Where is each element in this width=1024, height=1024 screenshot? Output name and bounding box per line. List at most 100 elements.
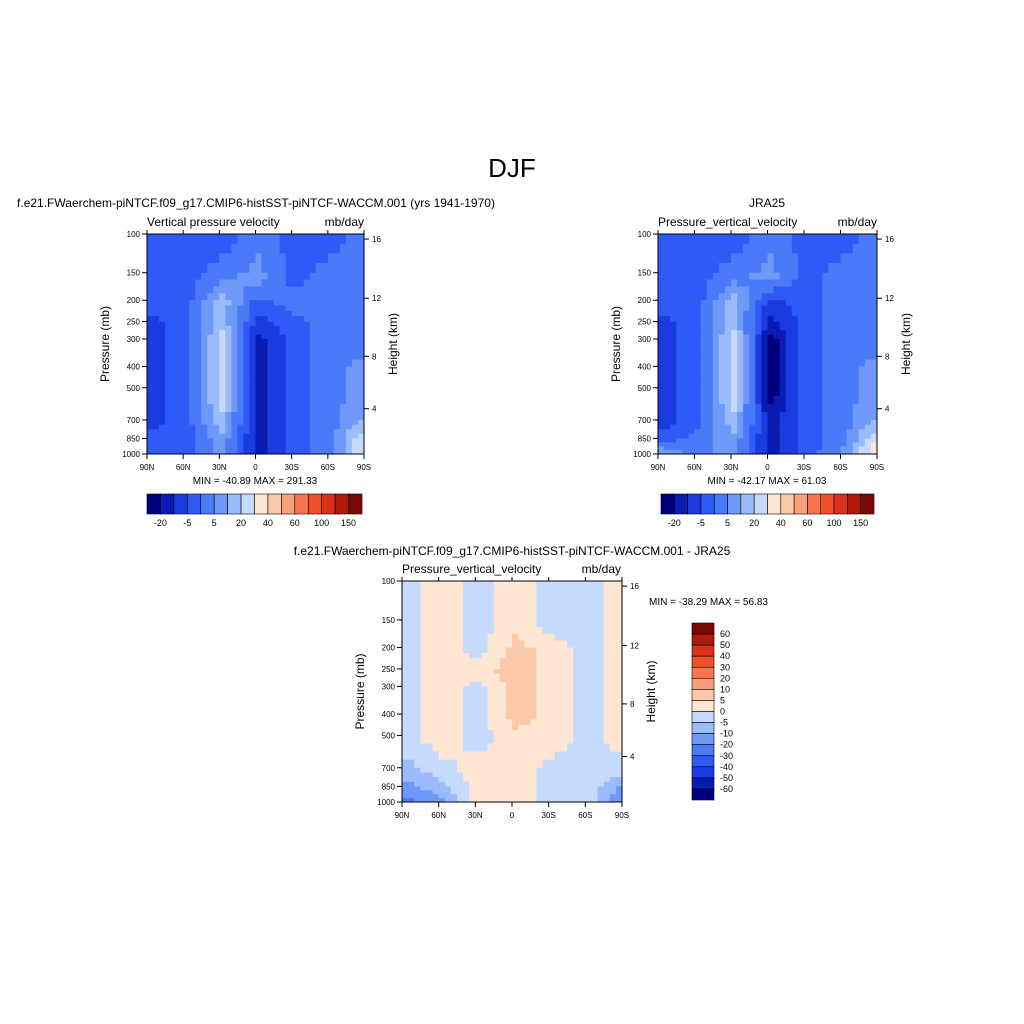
diff-contour-cell bbox=[615, 700, 623, 708]
diff-contour-cell bbox=[481, 714, 488, 720]
obs-contour-cell bbox=[816, 382, 823, 389]
diff-contour-cell bbox=[560, 772, 568, 778]
model-contour-cell bbox=[189, 310, 196, 317]
model-contour-cell bbox=[207, 234, 214, 245]
diff-contour-cell bbox=[463, 794, 470, 799]
obs-contour-cell bbox=[700, 345, 708, 354]
model-contour-cell bbox=[261, 253, 268, 264]
model-contour-cell bbox=[357, 300, 365, 306]
model-contour-cell bbox=[213, 433, 220, 439]
model-contour-cell bbox=[351, 330, 359, 336]
obs-contour-cell bbox=[810, 450, 817, 455]
model-contour-cell bbox=[339, 424, 347, 430]
obs-contour-cell bbox=[834, 438, 841, 443]
model-contour-cell bbox=[231, 345, 238, 354]
model-contour-cell bbox=[255, 334, 262, 340]
diff-contour-cell bbox=[444, 581, 452, 592]
obs-contour-cell bbox=[773, 438, 781, 443]
model-contour-cell bbox=[333, 371, 341, 378]
diff-contour-cell bbox=[481, 786, 488, 791]
obs-contour-cell bbox=[670, 325, 677, 331]
diff-contour-cell bbox=[615, 600, 623, 611]
diff-contour-cell bbox=[542, 707, 550, 715]
obs-contour-cell bbox=[688, 352, 695, 360]
diff-contour-cell bbox=[463, 735, 470, 744]
model-contour-cell bbox=[189, 338, 196, 347]
obs-contour-cell bbox=[664, 433, 671, 439]
obs-contour-cell bbox=[682, 403, 689, 413]
diff-contour-cell bbox=[481, 767, 488, 773]
obs-y-axis-label: Pressure (mb) bbox=[609, 306, 623, 382]
obs-contour-cell bbox=[682, 450, 689, 455]
diff-contour-cell bbox=[493, 610, 501, 621]
diff-contour-cell bbox=[469, 677, 476, 683]
obs-contour-cell bbox=[828, 352, 835, 360]
diff-contour-cell bbox=[579, 700, 586, 708]
diff-contour-cell bbox=[542, 610, 550, 621]
diff-y-tick-label: 100 bbox=[382, 577, 396, 586]
obs-colorbar-label: -20 bbox=[668, 518, 681, 528]
model-contour-cell bbox=[279, 263, 287, 274]
obs-contour-cell bbox=[706, 316, 714, 322]
model-contour-cell bbox=[327, 366, 335, 373]
diff-contour-cell bbox=[505, 751, 513, 761]
obs-contour-cell bbox=[797, 395, 805, 405]
diff-contour-cell bbox=[432, 619, 440, 628]
obs-contour-cell bbox=[779, 253, 787, 264]
model-contour-cell bbox=[249, 279, 256, 287]
obs-contour-cell bbox=[724, 279, 732, 287]
obs-contour-cell bbox=[822, 429, 829, 435]
obs-contour-cell bbox=[724, 272, 732, 281]
obs-contour-cell bbox=[816, 286, 823, 294]
obs-contour-cell bbox=[767, 387, 774, 397]
obs-contour-cell bbox=[828, 403, 835, 413]
obs-contour-cell bbox=[688, 411, 695, 421]
model-contour-cell bbox=[297, 442, 305, 447]
model-contour-cell bbox=[315, 338, 323, 347]
diff-contour-cell bbox=[402, 759, 409, 769]
model-contour-cell bbox=[357, 330, 365, 336]
obs-contour-cell bbox=[755, 419, 762, 425]
model-contour-cell bbox=[291, 403, 299, 413]
obs-contour-cell bbox=[852, 359, 860, 367]
obs-contour-cell bbox=[773, 366, 781, 373]
model-contour-cell bbox=[321, 446, 329, 451]
obs-contour-cell bbox=[870, 321, 878, 327]
obs-contour-cell bbox=[682, 263, 689, 274]
obs-contour-cell bbox=[858, 325, 866, 331]
obs-contour-cell bbox=[870, 253, 878, 264]
model-contour-cell bbox=[207, 429, 214, 435]
model-contour-cell bbox=[243, 234, 250, 245]
diff-contour-cell bbox=[499, 719, 507, 726]
diff-contour-cell bbox=[444, 777, 452, 783]
obs-colorbar-swatch bbox=[700, 493, 715, 515]
model-contour-cell bbox=[189, 234, 196, 245]
diff-contour-cell bbox=[603, 700, 611, 708]
model-contour-cell bbox=[351, 316, 359, 322]
diff-contour-cell bbox=[512, 772, 519, 778]
obs-contour-cell bbox=[858, 330, 866, 336]
model-contour-cell bbox=[171, 438, 178, 443]
diff-contour-cell bbox=[567, 610, 574, 621]
obs-contour-cell bbox=[664, 446, 671, 451]
model-contour-cell bbox=[267, 272, 274, 281]
model-contour-cell bbox=[201, 371, 208, 378]
diff-x-tick-label: 60S bbox=[578, 811, 592, 820]
diff-contour-cell bbox=[615, 777, 623, 783]
diff-contour-cell bbox=[438, 767, 446, 773]
model-contour-cell bbox=[273, 411, 281, 421]
obs-contour-cell bbox=[840, 272, 847, 281]
obs-contour-cell bbox=[822, 377, 829, 383]
diff-contour-cell bbox=[499, 600, 507, 611]
model-colorbar-swatch bbox=[240, 493, 255, 515]
diff-contour-cell bbox=[548, 730, 556, 736]
obs-y-right-tick-label: 16 bbox=[885, 235, 894, 244]
obs-contour-cell bbox=[816, 321, 823, 327]
diff-contour-cell bbox=[530, 724, 537, 731]
obs-contour-cell bbox=[676, 419, 683, 425]
model-contour-cell bbox=[321, 382, 329, 389]
obs-contour-cell bbox=[658, 300, 665, 306]
diff-contour-cell bbox=[536, 781, 543, 787]
diff-contour-cell bbox=[609, 743, 617, 753]
model-contour-cell bbox=[297, 234, 305, 245]
